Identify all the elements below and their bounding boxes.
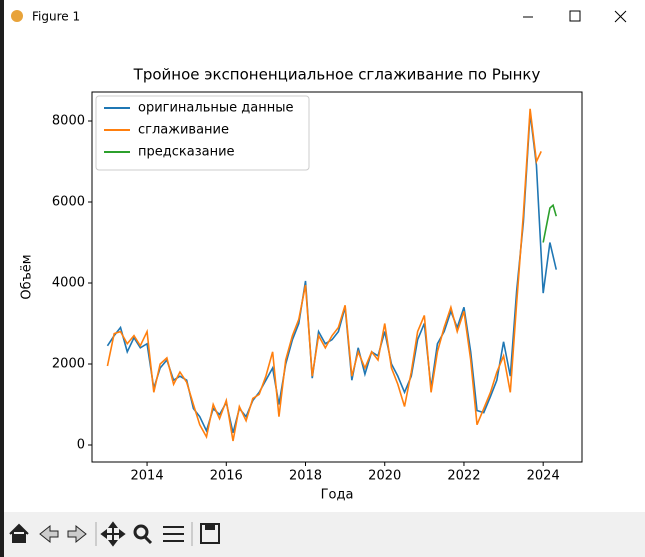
zoom-button[interactable] (133, 524, 149, 540)
x-tick-label: 2018 (289, 469, 322, 484)
app-icon (11, 10, 23, 22)
zoom-handle (143, 535, 153, 545)
legend-label: предсказание (138, 145, 235, 160)
legend-label: сглаживание (138, 123, 229, 138)
x-tick-label: 2020 (368, 469, 401, 484)
y-tick-label: 4000 (52, 275, 85, 290)
left-strip (0, 0, 4, 557)
y-tick-label: 8000 (52, 113, 85, 128)
window-title: Figure 1 (32, 10, 80, 24)
y-tick-label: 2000 (52, 356, 85, 371)
x-tick-label: 2022 (447, 469, 480, 484)
save-icon-part (205, 524, 215, 530)
back-button[interactable] (39, 524, 59, 544)
y-tick-label: 0 (77, 437, 85, 452)
chart-title: Тройное экспоненциальное сглаживание по … (133, 66, 541, 84)
plot-frame (91, 91, 583, 463)
forward-button[interactable] (67, 524, 87, 544)
maximize[interactable] (569, 10, 581, 22)
home-button[interactable] (9, 523, 29, 543)
pan-button[interactable] (100, 521, 126, 547)
x-tick-label: 2014 (131, 469, 164, 484)
data-line (542, 203, 558, 243)
x-tick-label: 2016 (210, 469, 243, 484)
legend-label: оригинальные данные (138, 101, 293, 116)
y-tick-label: 6000 (52, 194, 85, 209)
x-tick-label: 2024 (527, 469, 560, 484)
toolbar (4, 512, 645, 557)
close[interactable] (614, 10, 627, 23)
data-line (106, 108, 542, 442)
y-axis-label: Объём (20, 254, 35, 299)
legend-box (95, 95, 310, 171)
x-axis-label: Года (321, 488, 354, 503)
title-bar (4, 0, 645, 32)
configure-button[interactable] (163, 526, 184, 542)
